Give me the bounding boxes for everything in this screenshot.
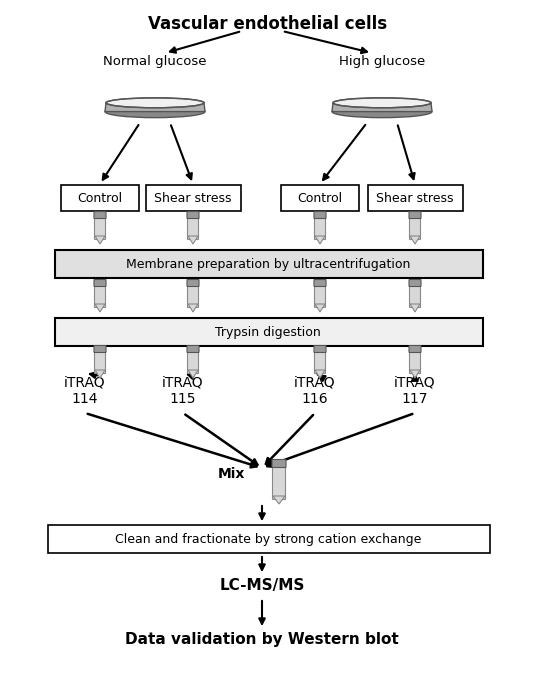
FancyBboxPatch shape <box>272 466 286 500</box>
FancyBboxPatch shape <box>188 350 198 374</box>
Bar <box>368 185 463 211</box>
Polygon shape <box>95 370 105 378</box>
FancyBboxPatch shape <box>94 279 106 287</box>
Text: Data validation by Western blot: Data validation by Western blot <box>125 632 399 647</box>
Polygon shape <box>95 304 105 312</box>
Polygon shape <box>332 103 432 112</box>
FancyBboxPatch shape <box>188 285 198 307</box>
Text: Control: Control <box>77 191 123 205</box>
Bar <box>48 525 490 553</box>
Polygon shape <box>315 236 325 244</box>
FancyBboxPatch shape <box>410 285 421 307</box>
FancyBboxPatch shape <box>187 346 199 352</box>
Polygon shape <box>273 496 285 504</box>
Text: Shear stress: Shear stress <box>376 191 454 205</box>
FancyBboxPatch shape <box>314 279 326 287</box>
FancyBboxPatch shape <box>409 211 421 218</box>
Text: Mix: Mix <box>218 467 245 481</box>
Polygon shape <box>188 236 198 244</box>
FancyBboxPatch shape <box>409 346 421 352</box>
FancyBboxPatch shape <box>187 279 199 287</box>
FancyBboxPatch shape <box>188 216 198 240</box>
Text: iTRAQ
114: iTRAQ 114 <box>64 375 106 406</box>
FancyBboxPatch shape <box>410 216 421 240</box>
Text: Clean and fractionate by strong cation exchange: Clean and fractionate by strong cation e… <box>115 533 421 545</box>
Ellipse shape <box>332 106 432 117</box>
FancyBboxPatch shape <box>314 346 326 352</box>
Text: iTRAQ
115: iTRAQ 115 <box>162 375 204 406</box>
Bar <box>281 185 359 211</box>
Text: iTRAQ
116: iTRAQ 116 <box>294 375 336 406</box>
FancyBboxPatch shape <box>272 460 286 468</box>
FancyBboxPatch shape <box>94 211 106 218</box>
Ellipse shape <box>333 98 431 108</box>
FancyBboxPatch shape <box>410 350 421 374</box>
FancyBboxPatch shape <box>94 346 106 352</box>
FancyBboxPatch shape <box>314 211 326 218</box>
Polygon shape <box>188 304 198 312</box>
FancyBboxPatch shape <box>315 216 325 240</box>
Ellipse shape <box>105 106 205 117</box>
Polygon shape <box>95 236 105 244</box>
Text: Normal glucose: Normal glucose <box>103 55 207 68</box>
FancyBboxPatch shape <box>94 216 106 240</box>
FancyBboxPatch shape <box>409 279 421 287</box>
Polygon shape <box>410 370 420 378</box>
Polygon shape <box>105 103 205 112</box>
Text: Membrane preparation by ultracentrifugation: Membrane preparation by ultracentrifugat… <box>126 258 410 270</box>
Text: iTRAQ
117: iTRAQ 117 <box>394 375 436 406</box>
FancyBboxPatch shape <box>94 350 106 374</box>
Bar <box>55 250 483 278</box>
Polygon shape <box>410 304 420 312</box>
FancyBboxPatch shape <box>315 350 325 374</box>
Bar <box>145 185 241 211</box>
FancyBboxPatch shape <box>315 285 325 307</box>
Polygon shape <box>315 304 325 312</box>
Text: Trypsin digestion: Trypsin digestion <box>215 325 321 339</box>
Polygon shape <box>188 370 198 378</box>
Text: Control: Control <box>297 191 343 205</box>
Ellipse shape <box>106 98 204 108</box>
Text: Shear stress: Shear stress <box>154 191 232 205</box>
Bar <box>55 318 483 346</box>
Polygon shape <box>315 370 325 378</box>
FancyBboxPatch shape <box>187 211 199 218</box>
FancyBboxPatch shape <box>94 285 106 307</box>
Text: LC-MS/MS: LC-MS/MS <box>219 578 304 593</box>
Text: High glucose: High glucose <box>339 55 425 68</box>
Polygon shape <box>410 236 420 244</box>
Bar <box>61 185 139 211</box>
Text: Vascular endothelial cells: Vascular endothelial cells <box>148 15 388 33</box>
